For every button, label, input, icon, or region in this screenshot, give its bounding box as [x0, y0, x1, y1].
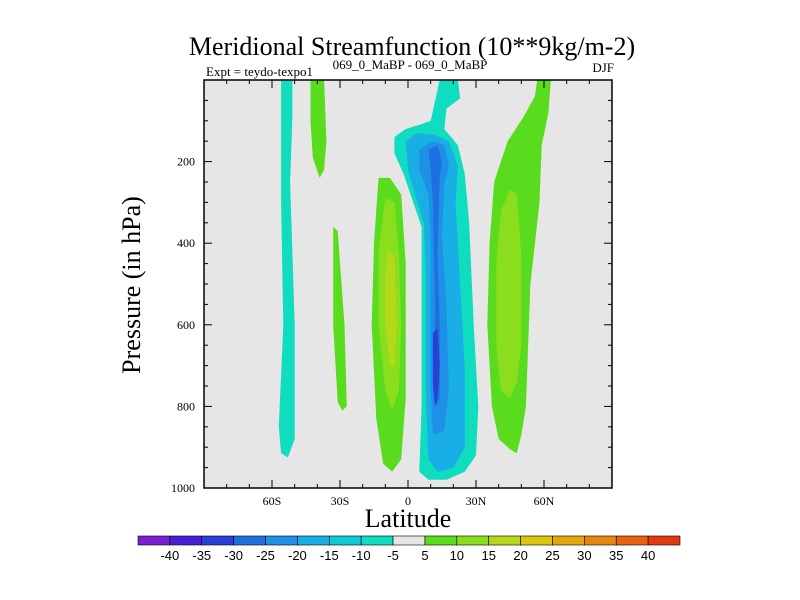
x-tick-label: 60S: [263, 494, 282, 508]
chart-subtitle-right: DJF: [592, 60, 614, 75]
colorbar-labels: -40 -35 -30 -25 -20 -15 -10 -5 5 10 15 20 25 30 35 40: [160, 548, 655, 563]
y-axis-label: Pressure (in hPa): [117, 196, 146, 374]
x-tick-label: 0: [405, 494, 411, 508]
contour-region-sh-polar-cell-neg: [278, 80, 295, 458]
colorbar-label: 10: [450, 548, 464, 563]
y-tick-label: 600: [177, 318, 195, 332]
colorbar-swatch: [488, 535, 521, 546]
y-tick-label: 400: [177, 236, 195, 250]
contour-region-hadley-neg-25: [432, 328, 440, 407]
colorbar-label: 35: [609, 548, 623, 563]
colorbar-swatch: [456, 535, 490, 546]
colorbar-swatch: [584, 535, 617, 546]
x-axis-ticks: 60S 30S 0 30N 60N: [263, 80, 555, 508]
colorbar-swatch: [233, 535, 266, 546]
colorbar-swatch: [647, 535, 681, 546]
y-tick-label: 200: [177, 155, 195, 169]
colorbar-label: 20: [513, 548, 527, 563]
colorbar-label: 30: [577, 548, 591, 563]
colorbar-label: -40: [160, 548, 179, 563]
colorbar: [137, 535, 681, 546]
colorbar-label: 5: [421, 548, 428, 563]
x-tick-label: 30S: [331, 494, 350, 508]
colorbar-swatch: [615, 535, 649, 546]
colorbar-swatch: [328, 535, 362, 546]
colorbar-label: -20: [288, 548, 307, 563]
colorbar-label: 40: [641, 548, 655, 563]
minor-ticks: [204, 80, 612, 488]
contour-region-hadley-neg-20: [428, 145, 442, 407]
colorbar-label: 15: [481, 548, 495, 563]
colorbar-swatch: [552, 535, 585, 546]
x-tick-label: 30N: [466, 494, 487, 508]
colorbar-swatch: [169, 535, 203, 546]
colorbar-swatch: [520, 535, 553, 546]
colorbar-swatch: [392, 535, 426, 546]
contour-region-sh-hadley-pos-15: [385, 251, 397, 366]
colorbar-label: -15: [320, 548, 339, 563]
colorbar-swatch: [137, 535, 171, 546]
y-axis-ticks: 200 400 600 800 1000: [171, 155, 612, 495]
x-axis-label: Latitude: [365, 504, 452, 533]
y-tick-label: 1000: [171, 481, 195, 495]
chart-subtitle-center: 069_0_MaBP - 069_0_MaBP: [333, 57, 488, 72]
colorbar-label: -25: [256, 548, 275, 563]
colorbar-label: -5: [387, 548, 399, 563]
colorbar-label: -35: [192, 548, 211, 563]
contour-regions: [278, 80, 551, 480]
colorbar-swatch: [297, 535, 330, 546]
colorbar-label: -30: [224, 548, 243, 563]
chart-subtitle-left: Expt = teydo-texpo1: [206, 64, 313, 79]
contour-region-sh-upper-pos: [310, 80, 327, 178]
contour-region-hadley-neg-15: [419, 141, 449, 435]
colorbar-label: 25: [545, 548, 559, 563]
y-tick-label: 800: [177, 399, 195, 413]
chart-title: Meridional Streamfunction (10**9kg/m-2): [189, 32, 635, 61]
colorbar-swatch: [424, 535, 458, 546]
colorbar-swatch: [360, 535, 394, 546]
colorbar-swatch: [265, 535, 298, 546]
colorbar-swatch: [201, 535, 234, 546]
x-tick-label: 60N: [534, 494, 555, 508]
contour-region-sh-midlat-pos: [333, 226, 347, 411]
colorbar-label: -10: [352, 548, 371, 563]
contour-region-nh-ferrel-pos-10: [496, 190, 522, 399]
